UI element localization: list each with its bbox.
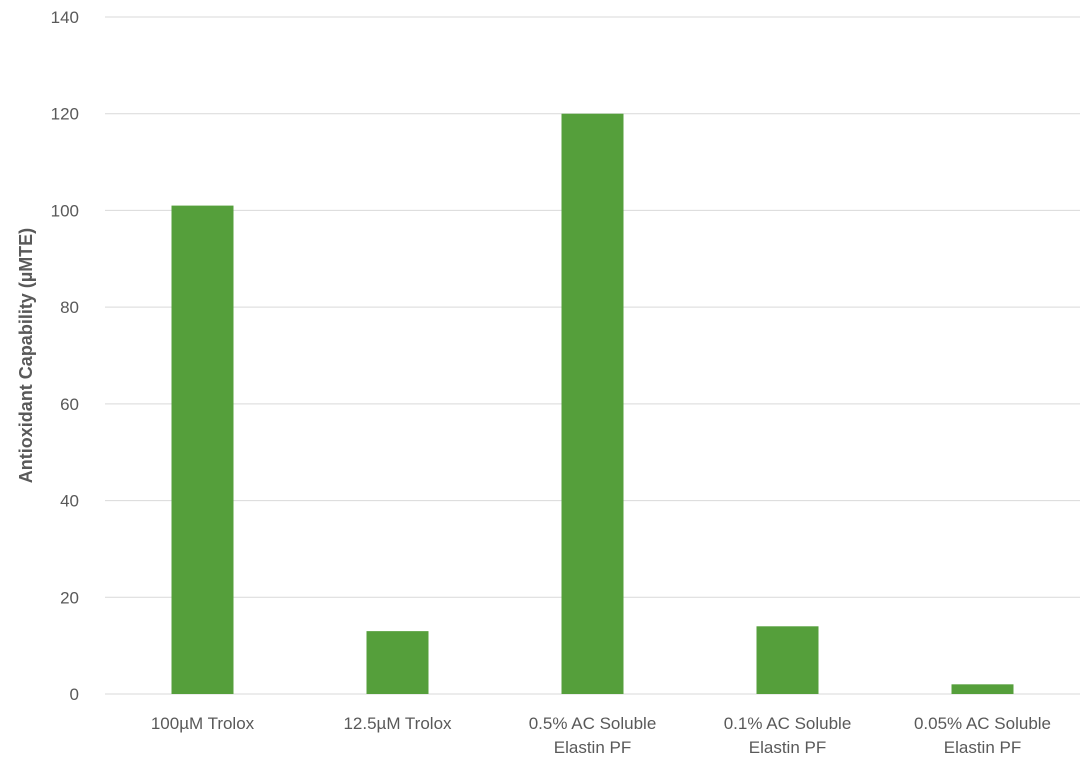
bar — [171, 205, 234, 695]
x-category-label: 0.1% AC Soluble Elastin PF — [724, 714, 852, 757]
y-tick-label: 20 — [60, 588, 79, 607]
bar — [756, 626, 819, 694]
y-axis-title: Antioxidant Capability (µMTE) — [16, 228, 36, 483]
bar — [366, 631, 429, 694]
bar — [951, 684, 1014, 694]
y-tick-label: 80 — [60, 298, 79, 317]
x-category-labels: 100µM Trolox 12.5µM Trolox 0.5% AC Soluble… — [151, 714, 1051, 757]
y-tick-label: 140 — [51, 8, 79, 27]
y-tick-labels: 0 20 40 60 80 100 120 140 — [51, 8, 79, 704]
x-category-label: 100µM Trolox — [151, 714, 255, 733]
y-tick-label: 60 — [60, 395, 79, 414]
y-tick-label: 0 — [70, 685, 79, 704]
x-category-label: 0.5% AC Soluble Elastin PF — [529, 714, 657, 757]
x-category-label: 12.5µM Trolox — [343, 714, 452, 733]
x-category-label: 0.05% AC Soluble Elastin PF — [914, 714, 1051, 757]
y-tick-label: 100 — [51, 201, 79, 220]
bar — [561, 113, 624, 694]
y-tick-label: 120 — [51, 105, 79, 124]
y-tick-label: 40 — [60, 492, 79, 511]
bars — [171, 113, 1014, 695]
